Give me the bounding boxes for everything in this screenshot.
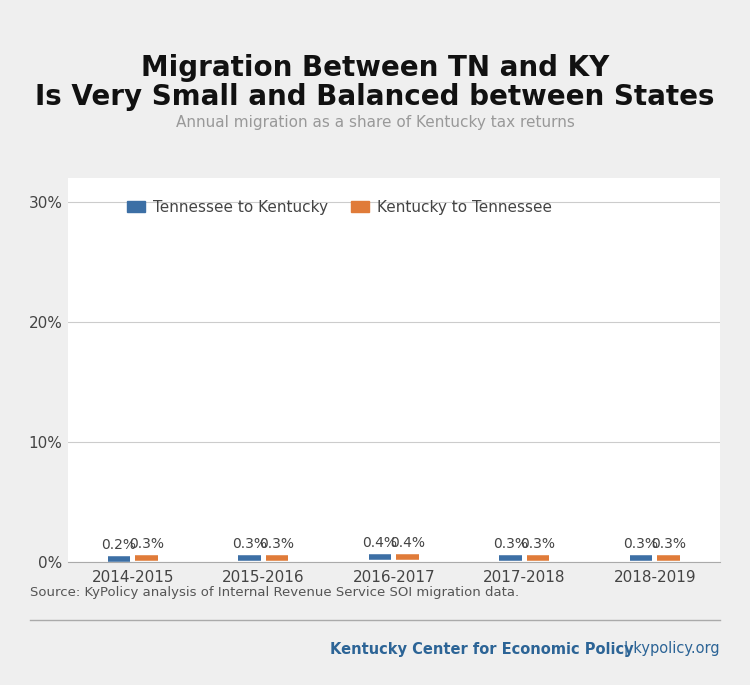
Text: Annual migration as a share of Kentucky tax returns: Annual migration as a share of Kentucky … [176,115,574,130]
Text: 0.3%: 0.3% [520,537,556,551]
Text: 0.3%: 0.3% [260,537,295,551]
Text: 0.3%: 0.3% [232,537,267,551]
Text: 0.3%: 0.3% [493,537,528,551]
Text: Kentucky Center for Economic Policy: Kentucky Center for Economic Policy [330,642,634,657]
Text: Migration Between TN and KY: Migration Between TN and KY [141,54,609,82]
Text: Source: KyPolicy analysis of Internal Revenue Service SOI migration data.: Source: KyPolicy analysis of Internal Re… [30,586,519,599]
Text: 0.3%: 0.3% [623,537,658,551]
Text: 0.2%: 0.2% [101,538,136,552]
Text: 0.4%: 0.4% [390,536,425,549]
Text: Is Very Small and Balanced between States: Is Very Small and Balanced between State… [35,83,715,111]
Text: 0.3%: 0.3% [129,537,164,551]
Legend: Tennessee to Kentucky, Kentucky to Tennessee: Tennessee to Kentucky, Kentucky to Tenne… [121,193,558,221]
Text: 0.4%: 0.4% [362,536,398,549]
Text: 0.3%: 0.3% [651,537,686,551]
Text: | kypolicy.org: | kypolicy.org [620,641,720,658]
